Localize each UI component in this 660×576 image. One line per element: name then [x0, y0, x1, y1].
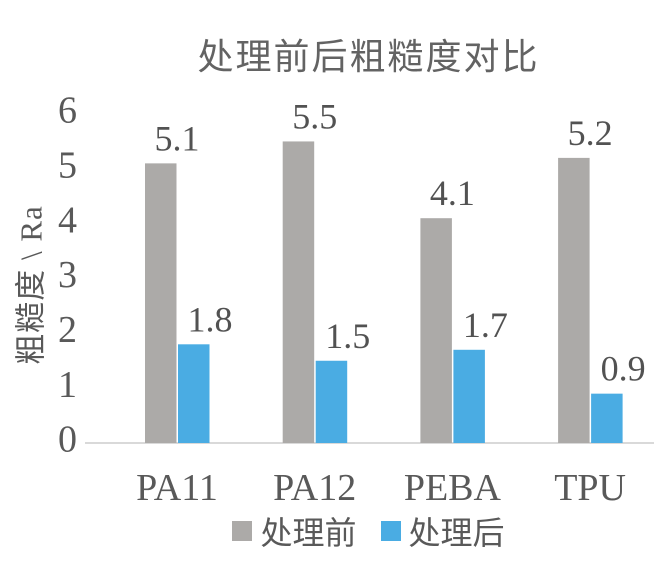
y-tick-label: 5: [58, 145, 77, 187]
legend-swatch-after: [380, 521, 401, 541]
y-tick-label: 6: [58, 90, 77, 132]
bar-before-TPU: [558, 157, 590, 443]
bar-before-PEBA: [420, 218, 452, 443]
bar-after-TPU: [591, 393, 623, 443]
y-tick-label: 4: [58, 199, 77, 241]
bar-before-PA12: [282, 141, 315, 443]
chart-title: 处理前后粗糙度对比: [197, 37, 540, 77]
data-label-before-PA11: 5.1: [155, 118, 200, 158]
y-tick-label: 1: [58, 364, 77, 406]
legend-swatch-before: [232, 521, 253, 541]
legend-item-after: 处理后: [380, 508, 505, 554]
data-label-before-PEBA: 4.1: [430, 173, 475, 213]
data-label-after-PA12: 1.5: [325, 316, 370, 356]
legend-label-before: 处理前: [260, 515, 357, 551]
bar-before-PA11: [145, 163, 177, 443]
data-label-before-PA12: 5.5: [292, 96, 337, 136]
data-label-before-TPU: 5.2: [568, 113, 613, 153]
category-label-PA11: PA11: [136, 467, 218, 509]
bar-after-PA11: [178, 344, 210, 443]
category-label-PA12: PA12: [273, 467, 356, 509]
category-label-PEBA: PEBA: [404, 467, 502, 509]
legend-label-after: 处理后: [408, 515, 505, 551]
legend-item-before: 处理前: [232, 508, 357, 554]
data-label-after-PEBA: 1.7: [463, 305, 508, 345]
legend: 处理前 处理后: [85, 508, 652, 554]
y-tick-label: 3: [58, 254, 77, 296]
bar-after-PEBA: [453, 349, 485, 443]
bar-after-PA12: [315, 360, 348, 443]
y-tick-label: 0: [58, 419, 77, 461]
data-label-after-TPU: 0.9: [601, 349, 646, 389]
category-label-TPU: TPU: [554, 467, 626, 509]
y-tick-label: 2: [58, 309, 77, 351]
data-label-after-PA11: 1.8: [188, 299, 233, 339]
